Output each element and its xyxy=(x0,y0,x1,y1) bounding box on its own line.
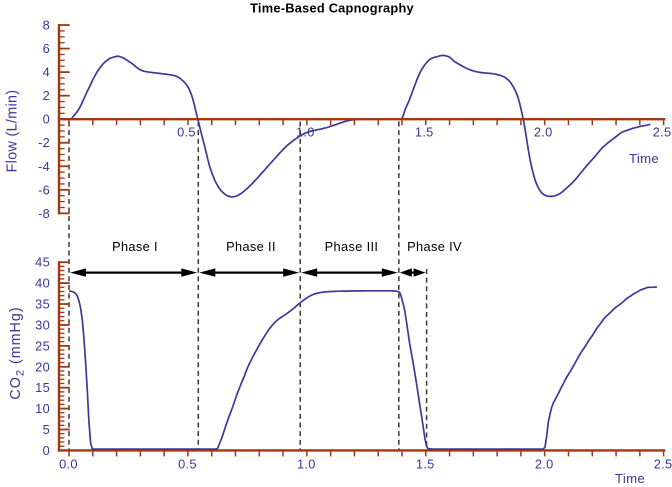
svg-text:2: 2 xyxy=(43,88,50,103)
svg-text:Phase II: Phase II xyxy=(226,239,276,254)
svg-text:15: 15 xyxy=(35,380,50,395)
svg-text:2.5: 2.5 xyxy=(654,457,672,472)
svg-text:-8: -8 xyxy=(38,206,50,221)
svg-text:40: 40 xyxy=(35,276,50,291)
svg-text:-2: -2 xyxy=(38,135,50,150)
svg-text:-6: -6 xyxy=(38,182,50,197)
svg-text:Phase IV: Phase IV xyxy=(407,239,462,254)
svg-text:5: 5 xyxy=(43,422,50,437)
svg-text:2.0: 2.0 xyxy=(534,124,553,139)
svg-text:8: 8 xyxy=(43,18,50,33)
svg-text:0.0: 0.0 xyxy=(59,457,78,472)
svg-text:Phase III: Phase III xyxy=(325,239,379,254)
svg-text:Flow (L/min): Flow (L/min) xyxy=(5,90,21,173)
svg-text:6: 6 xyxy=(43,41,50,56)
svg-text:0.5: 0.5 xyxy=(177,124,196,139)
svg-text:45: 45 xyxy=(35,255,50,270)
svg-text:-4: -4 xyxy=(38,159,50,174)
svg-text:1.0: 1.0 xyxy=(297,457,316,472)
svg-text:35: 35 xyxy=(35,297,50,312)
svg-text:20: 20 xyxy=(35,359,50,374)
svg-text:30: 30 xyxy=(35,317,50,332)
svg-text:1.5: 1.5 xyxy=(415,124,434,139)
svg-text:CO2 (mmHg): CO2 (mmHg) xyxy=(8,306,26,399)
svg-text:Time: Time xyxy=(629,151,659,166)
svg-text:2.5: 2.5 xyxy=(653,124,672,139)
svg-text:2.0: 2.0 xyxy=(535,457,554,472)
svg-text:25: 25 xyxy=(35,338,50,353)
svg-text:0: 0 xyxy=(43,443,50,458)
svg-text:Phase I: Phase I xyxy=(112,239,158,254)
svg-text:Time: Time xyxy=(615,471,645,486)
svg-text:0: 0 xyxy=(43,112,50,127)
svg-text:4: 4 xyxy=(43,65,50,80)
svg-text:0.5: 0.5 xyxy=(178,457,197,472)
svg-text:1.0: 1.0 xyxy=(296,124,315,139)
svg-text:Time-Based Capnography: Time-Based Capnography xyxy=(250,0,414,15)
svg-text:1.5: 1.5 xyxy=(416,457,435,472)
svg-text:10: 10 xyxy=(35,401,50,416)
